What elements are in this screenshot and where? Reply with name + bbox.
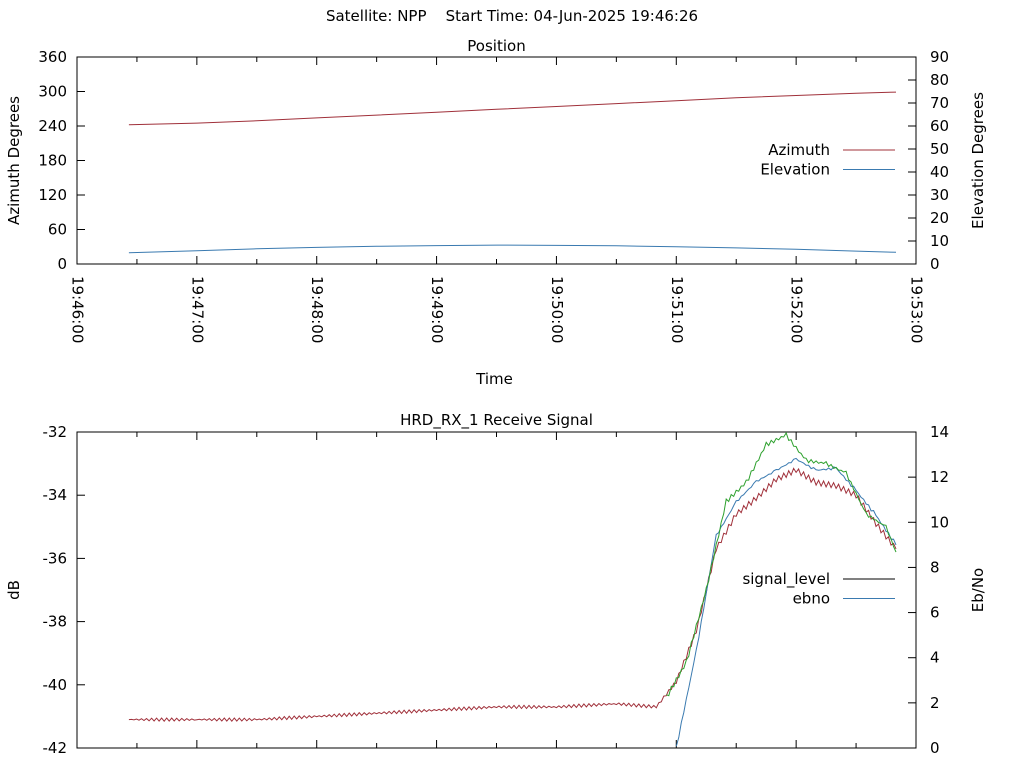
chart1-y2-tick-label: 60 [930, 117, 949, 135]
chart2-series-line-ebno [675, 457, 897, 747]
chart2-legend-label-signal_level: signal_level [742, 570, 830, 589]
chart1-x-tick-label: 19:51:00 [668, 276, 686, 343]
chart2-y2-tick-label: 0 [930, 739, 940, 757]
chart2-series-line-signal_level [128, 467, 897, 723]
chart1-x-tick-label: 19:49:00 [428, 276, 446, 343]
chart1-x-tick-label: 19:50:00 [548, 276, 566, 343]
chart1-y-tick-label: 60 [48, 221, 67, 239]
chart1-y2-tick-label: 0 [930, 255, 940, 273]
chart-supertitle: Satellite: NPP Start Time: 04-Jun-2025 1… [0, 7, 1024, 25]
chart1-y2-tick-label: 30 [930, 186, 949, 204]
chart1-y2-tick-label: 80 [930, 71, 949, 89]
chart2-y2-tick-label: 6 [930, 604, 940, 622]
chart2-y-tick-label: -34 [43, 486, 68, 504]
chart2-y2-tick-label: 14 [930, 423, 949, 441]
chart1-y2-tick-label: 50 [930, 140, 949, 158]
chart2-y-tick-label: -36 [43, 549, 68, 567]
chart1-y2-tick-label: 20 [930, 209, 949, 227]
chart1-legend-label-Azimuth: Azimuth [768, 141, 830, 159]
satellite-label: Satellite: NPP [325, 7, 427, 25]
chart1-y2-axis-label: Elevation Degrees [969, 92, 987, 229]
chart1-title: Position [467, 37, 525, 55]
chart2-y2-axis-label: Eb/No [969, 568, 987, 612]
chart1-legend-label-Elevation: Elevation [760, 161, 830, 179]
start-time-label: Start Time: 04-Jun-2025 19:46:26 [445, 7, 699, 25]
chart2-title: HRD_RX_1 Receive Signal [400, 411, 593, 430]
chart2-y-tick-label: -32 [43, 423, 68, 441]
chart2-y2-tick-label: 4 [930, 649, 940, 667]
chart2-y-tick-label: -38 [43, 613, 68, 631]
chart2-series-line-trace-2 [666, 431, 897, 697]
chart1-y-tick-label: 300 [38, 83, 67, 101]
chart1-y-tick-label: 180 [38, 152, 67, 170]
chart1-x-tick-label: 19:48:00 [308, 276, 326, 343]
chart2-y-axis-label: dB [5, 580, 23, 600]
chart1-x-tick-label: 19:52:00 [788, 276, 806, 343]
chart2-legend-label-ebno: ebno [793, 590, 830, 608]
chart2-y2-tick-label: 10 [930, 513, 949, 531]
chart2-plot-frame [76, 431, 917, 749]
chart1-x-tick-label: 19:46:00 [69, 276, 87, 343]
chart2-y-tick-label: -42 [43, 739, 68, 757]
chart1-y-tick-label: 240 [38, 117, 67, 135]
chart1-y2-tick-label: 40 [930, 163, 949, 181]
chart1-x-tick-label: 19:47:00 [188, 276, 206, 343]
chart2-y2-tick-label: 2 [930, 694, 940, 712]
chart1-y-tick-label: 120 [38, 186, 67, 204]
chart1-y2-tick-label: 10 [930, 232, 949, 250]
chart1-y-tick-label: 0 [57, 255, 67, 273]
chart2-y2-tick-label: 8 [930, 558, 940, 576]
chart1-series-line-Elevation [128, 244, 897, 254]
chart1-y2-tick-label: 70 [930, 94, 949, 112]
chart1-series-line-Azimuth [128, 91, 897, 126]
chart1-y-axis-label: Azimuth Degrees [5, 96, 23, 225]
chart1-y-tick-label: 360 [38, 48, 67, 66]
chart1-y2-tick-label: 90 [930, 48, 949, 66]
chart1-x-axis-label: Time [475, 370, 513, 388]
chart2-y-tick-label: -40 [43, 676, 68, 694]
chart1-x-tick-label: 19:53:00 [908, 276, 926, 343]
chart2-y2-tick-label: 12 [930, 468, 949, 486]
